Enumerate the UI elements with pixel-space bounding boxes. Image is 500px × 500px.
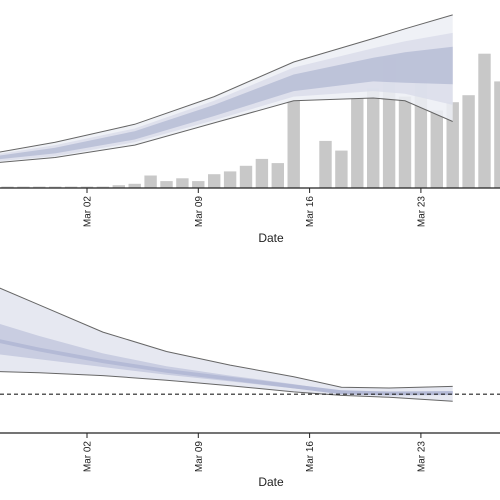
x-tick-label: Mar 09	[194, 196, 205, 228]
case-bar	[223, 171, 237, 188]
case-bar	[64, 186, 78, 188]
case-bar	[335, 150, 348, 188]
x-tick-label: Mar 16	[305, 196, 316, 228]
case-bar	[17, 186, 30, 188]
top-band-outline-upper	[0, 14, 453, 153]
x-tick-label: Mar 23	[416, 441, 427, 473]
case-bar	[49, 186, 62, 188]
case-bar	[176, 178, 189, 188]
bottom-band-outline-upper	[0, 287, 453, 389]
case-bar	[287, 100, 300, 188]
case-bar	[398, 96, 412, 188]
bottom-band-outline-lower	[0, 371, 453, 402]
case-bar	[367, 88, 380, 188]
top-x-axis-title: Date	[258, 231, 284, 245]
x-tick-label: Mar 02	[83, 196, 94, 228]
case-bar	[271, 163, 284, 188]
bottom-band-outer	[0, 288, 453, 402]
bottom-x-axis-title: Date	[258, 475, 284, 489]
case-bar	[112, 185, 125, 188]
case-bar	[478, 53, 491, 189]
x-tick-label: Mar 09	[194, 441, 205, 473]
case-bar	[208, 174, 221, 188]
case-bar	[239, 165, 253, 188]
case-bar	[160, 181, 173, 188]
top-band-outer	[0, 14, 453, 163]
case-bar	[319, 140, 332, 188]
top-band-inner	[0, 46, 453, 160]
case-bar	[446, 102, 459, 188]
top-panel: Mar 02 Mar 09 Mar 16 Mar 23 Date	[0, 14, 500, 245]
case-bar	[462, 95, 475, 188]
case-bar	[494, 81, 500, 188]
case-bar	[255, 158, 269, 188]
case-bar	[1, 186, 14, 188]
bottom-x-ticks: Mar 02 Mar 09 Mar 16 Mar 23	[83, 433, 427, 473]
case-bar	[430, 110, 443, 188]
x-tick-label: Mar 16	[305, 441, 316, 473]
x-tick-label: Mar 02	[83, 441, 94, 473]
case-bar	[144, 175, 157, 188]
bottom-panel: Mar 02 Mar 09 Mar 16 Mar 23 Date	[0, 287, 500, 489]
case-bar	[128, 183, 141, 188]
top-band-outline-lower	[0, 97, 453, 163]
x-tick-label: Mar 23	[416, 196, 427, 228]
case-bar	[80, 186, 94, 188]
case-bar	[192, 181, 205, 188]
case-bar	[351, 98, 364, 188]
top-x-ticks: Mar 02 Mar 09 Mar 16 Mar 23	[83, 188, 427, 228]
case-bar	[33, 186, 46, 188]
case-bar	[96, 186, 110, 188]
